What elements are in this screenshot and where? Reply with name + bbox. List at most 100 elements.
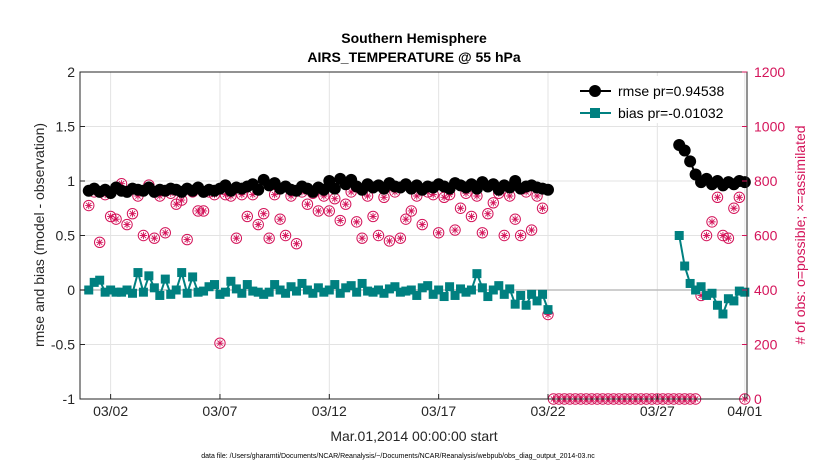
y-right-tick-label: 600 xyxy=(754,228,778,244)
bias-point xyxy=(729,296,739,306)
obs-possible-point xyxy=(722,232,735,244)
bias-point xyxy=(374,285,384,295)
bias-point xyxy=(89,277,99,287)
obs-possible-point xyxy=(514,229,527,242)
bias-point xyxy=(275,285,285,295)
bias-point xyxy=(127,288,137,298)
bias-point xyxy=(352,287,362,297)
bias-point xyxy=(270,280,280,290)
bias-point xyxy=(182,288,192,298)
bias-point xyxy=(527,289,537,299)
obs-possible-point xyxy=(126,208,139,220)
rmse-point xyxy=(678,144,691,157)
bias-point xyxy=(330,280,340,290)
legend-rmse-marker xyxy=(589,85,601,97)
bias-point xyxy=(417,283,427,293)
obs-possible-point xyxy=(230,232,243,244)
obs-possible-point xyxy=(454,202,467,214)
obs-possible-point xyxy=(340,198,352,210)
bias-point xyxy=(138,287,148,297)
legend-bias-marker xyxy=(590,108,600,118)
bias-point xyxy=(702,290,712,300)
bias-point xyxy=(538,289,548,299)
obs-possible-point xyxy=(449,224,461,236)
bias-point xyxy=(324,285,334,295)
bias-point xyxy=(242,280,252,290)
obs-possible-point xyxy=(181,233,193,246)
y-tick-label: 0 xyxy=(67,282,75,298)
bias-point xyxy=(166,289,176,299)
obs-possible-point xyxy=(465,210,478,223)
obs-possible-point xyxy=(400,213,412,225)
bias-point xyxy=(363,286,373,296)
bias-point xyxy=(734,286,744,296)
bias-point xyxy=(308,288,318,298)
legend-box xyxy=(578,76,744,123)
x-tick-label: 03/07 xyxy=(202,403,237,419)
obs-possible-point xyxy=(476,227,489,239)
obs-possible-point xyxy=(383,235,396,247)
y-tick-label: -0.5 xyxy=(51,337,75,353)
obs-possible-point xyxy=(197,205,210,217)
obs-possible-point xyxy=(416,218,428,231)
obs-possible-point xyxy=(372,229,385,242)
bias-point xyxy=(253,287,263,297)
bias-point xyxy=(368,287,378,297)
bias-point xyxy=(122,285,132,295)
obs-possible-point xyxy=(279,229,292,242)
y-tick-label: 1.5 xyxy=(56,119,76,135)
bias-point xyxy=(281,288,291,298)
obs-possible-point xyxy=(706,216,718,228)
rmse-point xyxy=(684,155,697,168)
bias-point xyxy=(302,285,312,295)
y-right-tick-label: 200 xyxy=(754,337,778,353)
bias-point xyxy=(133,268,143,278)
obs-possible-point xyxy=(536,202,549,214)
bias-point xyxy=(384,284,394,294)
obs-possible-point xyxy=(323,205,336,217)
bias-point xyxy=(521,300,531,310)
obs-possible-point xyxy=(252,218,264,231)
bias-point xyxy=(341,283,351,293)
bias-point xyxy=(505,284,515,294)
obs-possible-point xyxy=(312,205,325,217)
bias-point xyxy=(319,287,329,297)
bias-point xyxy=(106,285,116,295)
bias-point xyxy=(472,269,482,279)
bias-point xyxy=(434,285,444,295)
bias-point xyxy=(220,287,230,297)
bias-point xyxy=(488,285,498,295)
bias-point xyxy=(204,282,214,292)
obs-possible-point xyxy=(509,213,521,225)
obs-possible-point xyxy=(263,232,275,244)
bias-point xyxy=(237,288,247,298)
bias-point xyxy=(423,281,433,291)
obs-possible-point xyxy=(487,197,500,209)
x-tick-label: 03/22 xyxy=(530,403,565,419)
bias-point xyxy=(84,285,94,295)
obs-possible-point xyxy=(405,205,418,217)
obs-possible-point xyxy=(482,208,494,220)
obs-possible-point xyxy=(733,191,746,204)
bias-point xyxy=(477,283,487,293)
bias-point xyxy=(379,288,389,298)
bias-point xyxy=(177,268,187,278)
bias-point xyxy=(483,292,493,302)
bias-point xyxy=(445,282,455,292)
bias-point xyxy=(516,290,526,300)
obs-possible-point xyxy=(159,227,171,239)
bias-point xyxy=(209,280,219,290)
x-tick-label: 03/17 xyxy=(421,403,456,419)
obs-possible-point xyxy=(334,214,346,227)
bias-point xyxy=(543,305,553,315)
rmse-point xyxy=(541,183,554,196)
bias-point xyxy=(456,284,466,294)
bias-point xyxy=(259,289,269,299)
x-tick-label: 03/02 xyxy=(93,403,128,419)
bias-point xyxy=(696,282,706,292)
bias-point xyxy=(346,281,356,291)
bias-point xyxy=(406,285,416,295)
bias-point xyxy=(357,278,367,288)
obs-possible-point xyxy=(356,232,368,244)
